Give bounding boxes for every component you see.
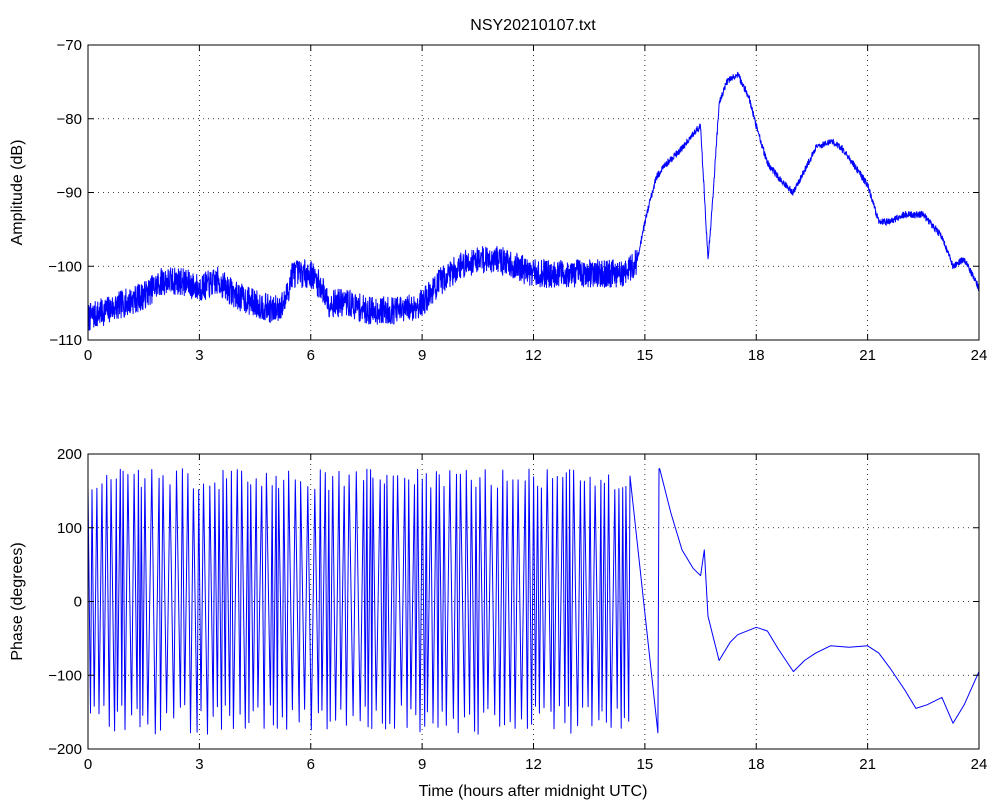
amplitude-x-tick-label: 21 (859, 347, 876, 364)
figure-title: NSY20210107.txt (470, 17, 596, 34)
phase-x-tick-label: 18 (748, 756, 765, 773)
amplitude-x-tick-label: 18 (748, 347, 765, 364)
amplitude-x-tick-label: 15 (637, 347, 654, 364)
amplitude-y-tick-label: −70 (57, 37, 82, 54)
amplitude-y-tick-label: −80 (57, 111, 82, 128)
amplitude-panel: 0 3 6 9 12 15 18 21 24 −110 −100 −90 −80 −70 Amplitude… (9, 37, 987, 364)
phase-series-line (87, 468, 980, 735)
phase-x-tick-label: 0 (84, 756, 92, 773)
amplitude-x-tick-label: 24 (971, 347, 988, 364)
amplitude-y-tick-label: −110 (49, 332, 82, 349)
amplitude-x-tick-label: 6 (307, 347, 315, 364)
phase-y-axis-label: Phase (degrees) (9, 542, 26, 660)
phase-x-tick-label: 9 (418, 756, 426, 773)
phase-x-tick-label: 6 (307, 756, 315, 773)
phase-x-tick-label: 24 (971, 756, 988, 773)
amplitude-x-tick-label: 3 (195, 347, 203, 364)
phase-panel: 0 3 6 9 12 15 18 21 24 −200 −100 0 100 200 Phase (degr… (9, 446, 987, 773)
phase-x-tick-label: 15 (637, 756, 654, 773)
phase-y-tick-label: 0 (74, 594, 82, 611)
amplitude-x-tick-label: 12 (525, 347, 542, 364)
phase-y-tick-label: −200 (48, 741, 82, 758)
phase-x-tick-label: 21 (859, 756, 876, 773)
amplitude-y-tick-label: −90 (57, 185, 82, 202)
phase-y-tick-label: 100 (57, 520, 82, 537)
amplitude-series-line (87, 71, 980, 331)
amplitude-x-tick-label: 9 (418, 347, 426, 364)
phase-x-tick-label: 3 (195, 756, 203, 773)
phase-x-tick-label: 12 (525, 756, 542, 773)
amplitude-x-tick-label: 0 (84, 347, 92, 364)
x-axis-label: Time (hours after midnight UTC) (419, 783, 648, 800)
phase-y-tick-label: 200 (57, 446, 82, 463)
amplitude-y-tick-label: −100 (48, 258, 82, 275)
amplitude-y-axis-label: Amplitude (dB) (9, 140, 26, 246)
phase-y-tick-label: −100 (48, 667, 82, 684)
